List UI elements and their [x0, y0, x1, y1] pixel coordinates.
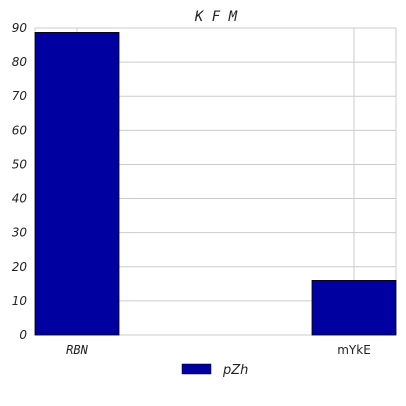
chart-title: K F M: [194, 9, 238, 25]
y-tick-label: 90: [12, 21, 28, 35]
y-tick-label: 40: [12, 192, 28, 206]
y-tick-label: 20: [12, 260, 28, 274]
bars: [34, 32, 397, 336]
y-tick-label: 80: [12, 55, 28, 69]
y-tick-label: 50: [12, 157, 28, 171]
bar-mYkE: [311, 280, 397, 336]
x-tick-label: mYkE: [337, 343, 371, 357]
y-tick-label: 60: [12, 123, 28, 137]
x-axis: RBN mYkE: [66, 343, 371, 357]
y-tick-label: 70: [12, 89, 28, 103]
y-tick-label: 30: [12, 226, 28, 240]
y-tick-label: 0: [19, 328, 27, 342]
legend: pZh: [181, 363, 248, 378]
y-tick-label: 10: [12, 294, 28, 308]
bar-RBN: [34, 32, 120, 336]
x-tick-label: RBN: [66, 343, 88, 357]
legend-label: pZh: [222, 363, 248, 378]
y-axis: 0 10 20 30 40 50 60 70 80 90: [12, 21, 28, 342]
legend-swatch: [181, 363, 212, 375]
